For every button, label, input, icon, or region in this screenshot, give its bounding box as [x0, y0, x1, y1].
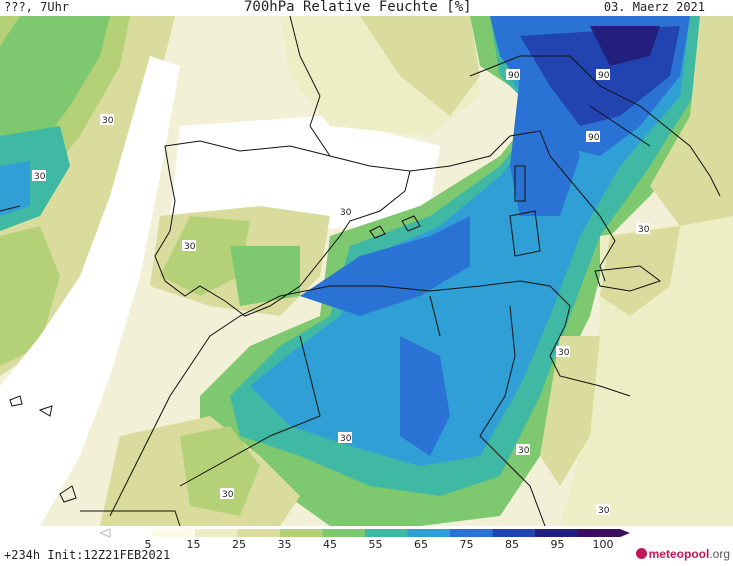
color-scale-swatch — [450, 529, 493, 537]
color-scale-swatch — [110, 529, 153, 537]
color-scale-swatch — [237, 529, 281, 537]
color-scale-swatch — [535, 529, 578, 537]
color-scale-tick-label: 55 — [368, 538, 383, 551]
scale-min-arrow — [100, 528, 111, 538]
meteopool-logo[interactable]: meteopool.org — [635, 547, 730, 561]
color-scale-tick-label: 5 — [144, 538, 152, 551]
color-scale-tick-label: 15 — [186, 538, 201, 551]
color-scale-swatch — [407, 529, 451, 537]
logo-icon — [635, 548, 647, 559]
header-bar: ???, 7Uhr 700hPa Relative Feuchte [%] 03… — [0, 0, 733, 16]
color-scale-ticks: 5 15 25 35 45 55 65 75 85 95 100 — [0, 538, 733, 552]
contour-label: 30 — [638, 225, 650, 235]
color-scale-tick-label: 100 — [592, 538, 614, 551]
humidity-map: 30 30 30 30 30 30 30 30 30 30 90 90 90 — [0, 16, 733, 526]
contour-label: 90 — [508, 71, 520, 81]
contour-label: 30 — [222, 490, 234, 500]
contour-label: 30 — [184, 242, 196, 252]
color-scale-swatch — [280, 529, 323, 537]
contour-label: 30 — [598, 506, 610, 516]
color-scale-swatch — [195, 529, 238, 537]
color-scale-swatch — [365, 529, 408, 537]
color-scale-swatch — [492, 529, 536, 537]
color-scale-swatch — [152, 529, 196, 537]
scale-max-arrow — [620, 529, 630, 537]
map-title: 700hPa Relative Feuchte [%] — [244, 0, 472, 15]
color-scale-tick-label: 85 — [505, 538, 519, 551]
contour-label: 30 — [102, 116, 114, 126]
contour-label: 30 — [340, 434, 352, 444]
color-scale-swatch — [322, 529, 366, 537]
color-scale-tick-label: 35 — [277, 538, 292, 551]
contour-label: 90 — [598, 71, 610, 81]
contour-label: 30 — [558, 348, 570, 358]
logo-main: meteopool — [648, 547, 710, 561]
contour-label: 30 — [518, 446, 530, 456]
color-scale-tick-label: 65 — [414, 538, 428, 551]
date-label: 03. Maerz 2021 — [603, 0, 705, 14]
contour-label: 30 — [34, 172, 46, 182]
color-scale-tick-label: 25 — [232, 538, 246, 551]
contour-label: 30 — [340, 208, 352, 218]
logo-suffix: .org — [709, 547, 730, 561]
forecast-init-label: +234h Init:12Z21FEB2021 — [4, 548, 171, 562]
contour-label: 90 — [588, 133, 600, 143]
color-scale-tick-label: 95 — [550, 538, 565, 551]
color-scale-swatch — [577, 529, 621, 537]
valid-time-label: ???, 7Uhr — [4, 0, 70, 14]
color-scale-tick-label: 75 — [459, 538, 474, 551]
color-scale-tick-label: 45 — [323, 538, 337, 551]
color-scale-bar — [100, 528, 630, 538]
